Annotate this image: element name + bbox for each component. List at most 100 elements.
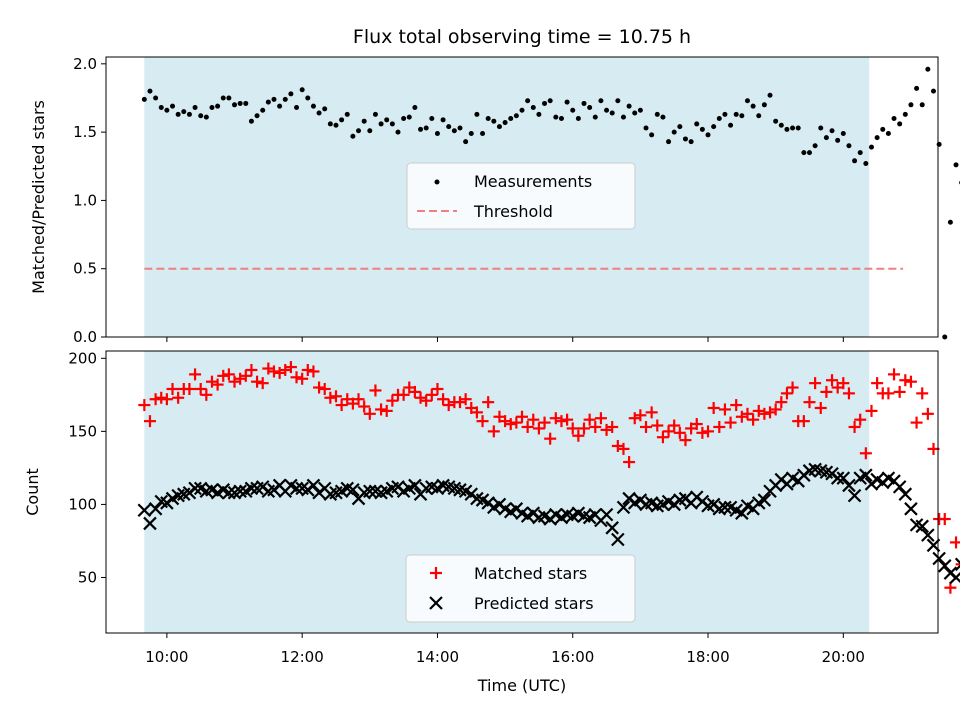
- matched-star-point: [470, 406, 483, 419]
- matched-star-point: [369, 384, 382, 397]
- measurement-point: [716, 115, 722, 121]
- matched-star-point: [842, 387, 855, 400]
- matched-star-point: [217, 369, 230, 382]
- matched-star-point: [634, 409, 647, 422]
- measurement-point: [333, 122, 339, 128]
- matched-star-point: [893, 385, 906, 398]
- measurement-point: [282, 96, 288, 102]
- matched-star-point: [871, 377, 884, 390]
- x-tick-label: 16:00: [551, 648, 594, 666]
- matched-star-point: [222, 368, 235, 381]
- predicted-star-point: [233, 484, 247, 499]
- measurement-point: [891, 115, 897, 121]
- matched-star-point: [245, 363, 258, 376]
- chart-title: Flux total observing time = 10.75 h: [353, 26, 691, 48]
- measurement-point: [880, 126, 886, 132]
- measurement-point: [322, 106, 328, 112]
- measurement-point: [401, 115, 407, 121]
- measurement-point: [688, 139, 694, 145]
- matched-star-point: [623, 456, 636, 469]
- predicted-star-point: [143, 516, 157, 531]
- matched-star-point: [747, 413, 760, 426]
- matched-star-point: [138, 399, 151, 412]
- predicted-star-point: [830, 471, 845, 485]
- matched-star-point: [149, 393, 162, 406]
- measurement-point: [181, 109, 187, 115]
- measurement-point: [525, 98, 531, 104]
- y-tick-label: 1.0: [73, 191, 97, 209]
- measurement-point: [395, 129, 401, 135]
- matched-star-point: [561, 413, 574, 426]
- matched-star-point: [425, 388, 438, 401]
- measurement-point: [254, 113, 260, 119]
- measurement-point: [677, 124, 683, 130]
- bottom-plot-frame: [105, 350, 939, 634]
- matched-star-point: [820, 385, 833, 398]
- measurement-point: [170, 103, 176, 109]
- y-tick-label: 1.5: [73, 123, 97, 141]
- top-x-ticks: [166, 337, 844, 342]
- predicted-star-point: [954, 557, 960, 572]
- matched-star-point: [955, 563, 960, 566]
- measurement-point: [277, 103, 283, 109]
- measurement-point: [795, 125, 801, 131]
- bottom-x-axis: 10:00 12:00 14:00 16:00 18:00 20:00: [145, 633, 865, 666]
- top-legend-box: [406, 162, 636, 230]
- matched-star-point: [882, 387, 895, 400]
- matched-star-point: [679, 434, 692, 447]
- measurement-point: [463, 139, 469, 145]
- matched-star-point: [516, 410, 528, 423]
- measurement-point: [823, 135, 829, 141]
- matched-star-point: [200, 388, 213, 401]
- predicted-star-point: [605, 521, 619, 535]
- measurement-point: [412, 105, 418, 111]
- bottom-y-axis: 50 100 150 200: [68, 349, 106, 586]
- measurement-point: [423, 125, 429, 131]
- measurement-point: [637, 107, 643, 113]
- measurement-point: [919, 102, 925, 108]
- measurement-point: [198, 113, 204, 119]
- matched-star-point: [318, 382, 331, 395]
- matched-star-point: [645, 406, 658, 419]
- measurement-point: [778, 122, 784, 128]
- measurement-point: [480, 130, 486, 136]
- measurement-point: [620, 114, 626, 120]
- top-plot-frame: [105, 56, 939, 338]
- measurement-point: [327, 121, 333, 127]
- matched-star-point: [724, 416, 737, 429]
- matched-star-point: [640, 420, 653, 433]
- matched-star-point: [938, 513, 951, 526]
- matched-star-point: [307, 365, 320, 378]
- matched-star-point: [578, 422, 591, 435]
- measurement-point: [378, 121, 384, 127]
- matched-star-point: [166, 382, 179, 395]
- bottom-legend-box: [405, 554, 636, 623]
- predicted-star-point: [718, 500, 732, 515]
- measurement-point: [694, 121, 700, 127]
- measurement-point: [885, 130, 891, 136]
- top-legend: Measurements Threshold: [406, 162, 636, 230]
- x-tick-label: 10:00: [145, 648, 188, 666]
- matched-star-point: [718, 403, 731, 416]
- matched-star-point: [606, 420, 619, 433]
- predicted-star-point: [949, 570, 960, 585]
- matched-star-point: [397, 388, 410, 401]
- measurement-point: [942, 334, 948, 340]
- matched-star-point: [786, 381, 799, 394]
- measurement-point: [570, 107, 576, 113]
- matched-star-point: [290, 371, 303, 384]
- legend-predicted-label: Predicted stars: [474, 594, 594, 613]
- measurement-point: [502, 120, 508, 126]
- y-tick-label: 2.0: [73, 55, 97, 73]
- predicted-star-point: [937, 559, 952, 573]
- legend-threshold-label: Threshold: [473, 202, 553, 221]
- predicted-star-point: [926, 538, 941, 553]
- measurement-point: [682, 136, 688, 142]
- matched-star-point: [904, 375, 917, 388]
- measurement-point: [192, 105, 198, 111]
- measurement-point: [215, 103, 221, 109]
- measurement-point: [812, 143, 818, 149]
- matched-star-point: [352, 393, 365, 406]
- measurement-point: [356, 128, 362, 134]
- measurement-point: [451, 128, 457, 134]
